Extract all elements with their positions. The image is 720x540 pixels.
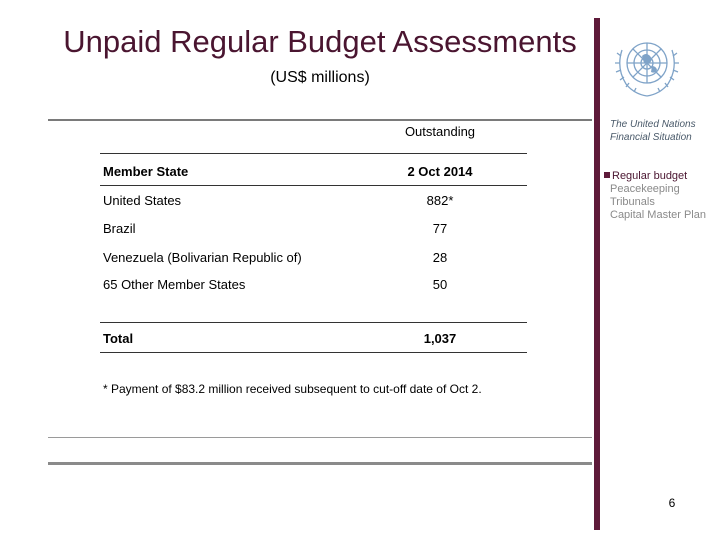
footnote: * Payment of $83.2 million received subs… xyxy=(103,382,482,396)
slide-title: Unpaid Regular Budget Assessments xyxy=(63,24,577,59)
active-marker-icon xyxy=(604,172,610,179)
table-group-header: Outstanding xyxy=(404,124,476,139)
org-title: The United Nations Financial Situation xyxy=(610,119,696,143)
column-header-date: 2 Oct 2014 xyxy=(407,164,473,179)
side-menu: Regular budget Peacekeeping Tribunals Ca… xyxy=(604,170,718,222)
table-top-rule xyxy=(48,119,592,121)
total-top-rule xyxy=(100,322,527,323)
row-state: Brazil xyxy=(103,221,136,236)
side-menu-label: Tribunals xyxy=(610,196,655,208)
row-value: 50 xyxy=(432,277,448,292)
vertical-divider xyxy=(594,18,600,530)
column-header-member-state: Member State xyxy=(103,164,189,179)
side-menu-item-peacekeeping[interactable]: Peacekeeping xyxy=(604,183,718,196)
total-label: Total xyxy=(103,331,134,346)
row-value: 77 xyxy=(432,221,448,236)
side-menu-label: Capital Master Plan xyxy=(610,209,706,221)
row-state: Venezuela (Bolivarian Republic of) xyxy=(103,250,302,265)
slide-subtitle: (US$ millions) xyxy=(270,69,370,86)
side-menu-item-capital-master-plan[interactable]: Capital Master Plan xyxy=(604,209,718,222)
side-menu-label: Peacekeeping xyxy=(610,183,680,195)
footer-rule-thick xyxy=(48,462,592,465)
row-state: United States xyxy=(103,193,182,208)
row-value: 882* xyxy=(426,193,454,208)
header-rule xyxy=(100,185,527,186)
row-state: 65 Other Member States xyxy=(103,277,246,292)
group-header-rule xyxy=(100,153,527,154)
side-menu-item-regular-budget[interactable]: Regular budget xyxy=(604,170,718,183)
side-menu-item-tribunals[interactable]: Tribunals xyxy=(604,196,718,209)
side-menu-label: Regular budget xyxy=(612,170,688,182)
footer-rule xyxy=(48,437,592,438)
row-value: 28 xyxy=(432,250,448,265)
page-number: 6 xyxy=(668,496,676,510)
total-bottom-rule xyxy=(100,352,527,353)
total-value: 1,037 xyxy=(423,331,457,346)
un-emblem-icon xyxy=(615,42,679,97)
